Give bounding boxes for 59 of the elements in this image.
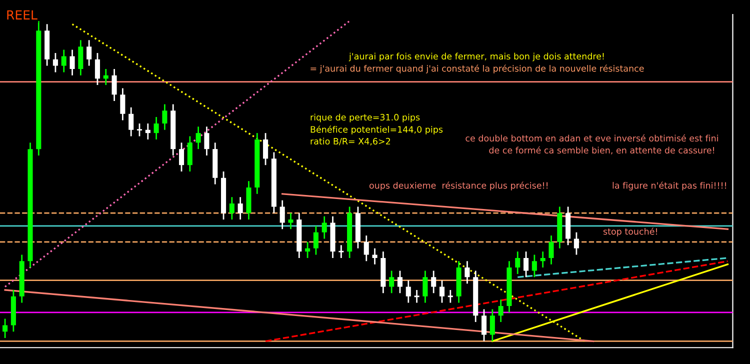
candlestick <box>280 200 285 230</box>
candlestick <box>136 122 143 137</box>
candlestick <box>322 216 327 240</box>
candlestick <box>187 136 192 172</box>
candlestick <box>128 106 134 137</box>
candlestick <box>178 142 184 172</box>
candlestick <box>70 49 75 76</box>
candlestick <box>548 234 554 266</box>
annotation: j'aurai par fois envie de fermer, mais bon je dois attendre! <box>348 52 604 62</box>
candlestick <box>498 298 504 323</box>
annotation: oups deuxieme résistance plus précise!! <box>369 182 548 190</box>
candlestick <box>431 270 436 294</box>
candlestick <box>447 289 454 304</box>
annotation: la figure n'était pas fini!!!! <box>612 182 726 190</box>
candlestick <box>86 39 92 66</box>
candlestick <box>397 270 403 294</box>
candlestick <box>196 126 201 150</box>
annotation: Bénéfice potentiel=144,0 pips <box>310 126 443 134</box>
candlestick <box>313 225 318 256</box>
candlestick <box>288 212 294 230</box>
candlestick <box>540 250 546 268</box>
annotation: rique de perte=31.0 pips <box>310 114 420 122</box>
candlestick <box>238 196 243 220</box>
candlestick <box>414 289 420 304</box>
candlestick <box>263 132 268 166</box>
candlestick <box>61 49 66 73</box>
candlestick <box>524 250 529 278</box>
candlestick <box>481 308 487 342</box>
annotation: ce double bottom en adan et eve inversé obtimisé est fini <box>466 134 718 142</box>
candlestick <box>338 244 344 259</box>
candlestick <box>464 260 470 284</box>
candlestick <box>229 196 234 220</box>
candlestick <box>162 104 168 131</box>
candlestick <box>154 116 159 140</box>
candlestick <box>364 234 369 262</box>
annotation: = j'aurai du fermer quand j'ai constaté la précision de la nouvelle résistance <box>310 64 644 74</box>
candlestick <box>52 52 58 73</box>
candlestick <box>120 88 126 121</box>
text: REEL <box>7 10 38 20</box>
candlestick <box>305 241 310 259</box>
candlestick <box>406 280 411 304</box>
candlestick <box>204 126 210 156</box>
candlestick <box>2 318 8 339</box>
candlestick <box>372 248 378 266</box>
candlestick <box>145 122 150 140</box>
candlestick <box>439 280 445 304</box>
candlestick <box>78 39 84 76</box>
annotation: ratio B/R= X4,6>2 <box>310 138 390 146</box>
annotation: de ce formé ca semble bien, en attente de cassure! <box>489 146 714 154</box>
candlestick <box>422 270 428 304</box>
candlestick <box>94 52 100 86</box>
candlestick <box>532 254 537 278</box>
annotation: stop touché! <box>603 228 657 236</box>
candlestick <box>103 68 108 86</box>
candlestick <box>112 68 117 102</box>
candlestick <box>574 232 579 256</box>
candlestick <box>389 270 394 294</box>
candlestick <box>490 308 495 342</box>
candlestick <box>515 250 520 275</box>
